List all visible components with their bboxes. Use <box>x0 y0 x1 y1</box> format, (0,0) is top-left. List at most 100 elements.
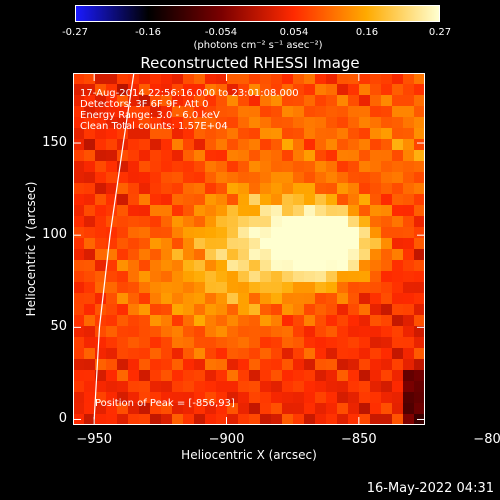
heatmap-cell <box>128 106 140 118</box>
heatmap-cell <box>249 260 261 272</box>
heatmap-cell <box>216 315 228 327</box>
heatmap-cell <box>73 381 85 393</box>
heatmap-cell <box>337 238 349 250</box>
heatmap-cell <box>238 183 250 195</box>
heatmap-cell <box>117 194 129 206</box>
heatmap-cell <box>73 348 85 360</box>
heatmap-cell <box>205 392 217 404</box>
heatmap-cell <box>205 304 217 316</box>
heatmap-cell <box>304 161 316 173</box>
heatmap-cell <box>293 128 305 140</box>
heatmap-cell <box>282 392 294 404</box>
x-axis-label: Heliocentric X (arcsec) <box>181 448 317 462</box>
heatmap-cell <box>106 150 118 162</box>
heatmap-cell <box>194 304 206 316</box>
heatmap-cell <box>183 249 195 261</box>
heatmap-cell <box>271 282 283 294</box>
heatmap-cell <box>73 282 85 294</box>
heatmap-cell <box>392 403 404 415</box>
heatmap-cell <box>414 139 425 151</box>
heatmap-cell <box>271 381 283 393</box>
heatmap-cell <box>260 249 272 261</box>
heatmap-cell <box>359 238 371 250</box>
heatmap-cell <box>73 117 85 129</box>
heatmap-cell <box>392 205 404 217</box>
heatmap-cell <box>84 293 96 305</box>
heatmap-cell <box>150 282 162 294</box>
heatmap-cell <box>337 403 349 415</box>
heatmap-cell <box>117 183 129 195</box>
heatmap-cell <box>183 315 195 327</box>
heatmap-cell <box>304 238 316 250</box>
heatmap-cell <box>183 139 195 151</box>
heatmap-cell <box>161 216 173 228</box>
heatmap-cell <box>139 172 151 184</box>
heatmap-cell <box>282 238 294 250</box>
heatmap-cell <box>392 381 404 393</box>
heatmap-cell <box>183 161 195 173</box>
heatmap-cell <box>227 260 239 272</box>
heatmap-cell <box>84 403 96 415</box>
heatmap-cell <box>128 172 140 184</box>
heatmap-cell <box>227 117 239 129</box>
heatmap-cell <box>271 227 283 239</box>
heatmap-cell <box>392 183 404 195</box>
heatmap-cell <box>183 381 195 393</box>
heatmap-cell <box>392 249 404 261</box>
heatmap-cell <box>238 370 250 382</box>
heatmap-cell <box>370 117 382 129</box>
heatmap-cell <box>249 172 261 184</box>
heatmap-cell <box>150 271 162 283</box>
heatmap-cell <box>227 95 239 107</box>
heatmap-cell <box>106 326 118 338</box>
heatmap-cell <box>128 227 140 239</box>
heatmap-cell <box>260 370 272 382</box>
heatmap-cell <box>381 293 393 305</box>
heatmap-cell <box>117 271 129 283</box>
heatmap-cell <box>227 370 239 382</box>
heatmap-cell <box>249 73 261 85</box>
heatmap-cell <box>359 84 371 96</box>
heatmap-cell <box>216 337 228 349</box>
heatmap-cell <box>238 414 250 425</box>
heatmap-cell <box>260 205 272 217</box>
heatmap-cell <box>326 359 338 371</box>
heatmap-cell <box>205 161 217 173</box>
heatmap-cell <box>216 392 228 404</box>
heatmap-cell <box>326 183 338 195</box>
heatmap-cell <box>271 84 283 96</box>
heatmap-cell <box>183 95 195 107</box>
heatmap-cell <box>337 194 349 206</box>
heatmap-cell <box>205 348 217 360</box>
heatmap-cell <box>403 271 415 283</box>
heatmap-cell <box>348 238 360 250</box>
heatmap-cell <box>282 205 294 217</box>
heatmap-cell <box>348 249 360 261</box>
heatmap-cell <box>95 73 107 85</box>
heatmap-cell <box>381 117 393 129</box>
heatmap-cell <box>238 304 250 316</box>
heatmap-cell <box>370 260 382 272</box>
heatmap-cell <box>348 414 360 425</box>
heatmap-cell <box>370 381 382 393</box>
heatmap-cell <box>84 370 96 382</box>
heatmap-cell <box>183 216 195 228</box>
heatmap-cell <box>128 392 140 404</box>
solar-limb-line <box>93 73 135 420</box>
heatmap-cell <box>227 249 239 261</box>
heatmap-cell <box>403 315 415 327</box>
heatmap-cell <box>95 260 107 272</box>
heatmap-cell <box>216 282 228 294</box>
heatmap-cell <box>216 227 228 239</box>
heatmap-cell <box>128 315 140 327</box>
heatmap-cell <box>128 326 140 338</box>
heatmap-cell <box>194 106 206 118</box>
heatmap-cell <box>337 315 349 327</box>
heatmap-cell <box>238 260 250 272</box>
heatmap-cell <box>260 216 272 228</box>
heatmap-cell <box>414 315 425 327</box>
heatmap-cell <box>370 84 382 96</box>
heatmap-cell <box>326 161 338 173</box>
heatmap-cell <box>260 304 272 316</box>
heatmap-cell <box>150 238 162 250</box>
